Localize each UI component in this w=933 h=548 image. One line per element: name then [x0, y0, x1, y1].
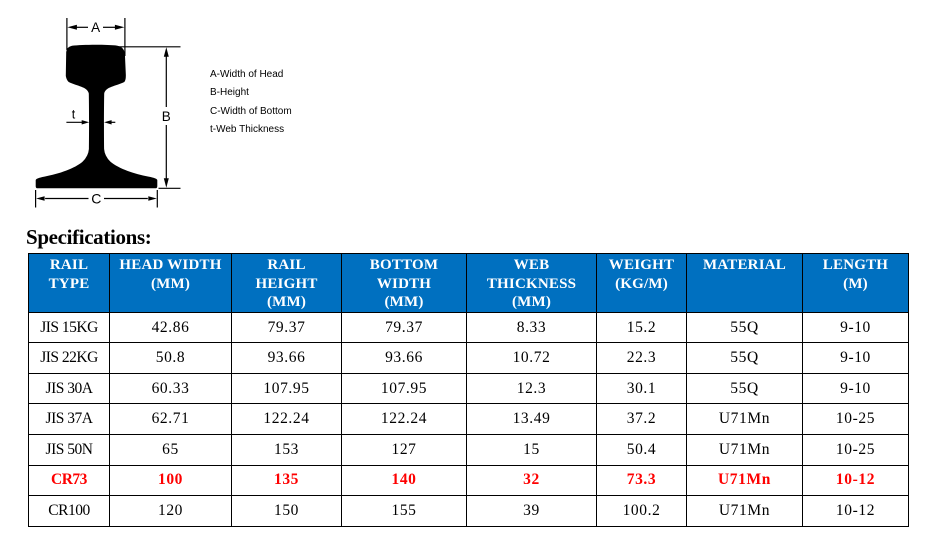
svg-text:C: C: [91, 190, 101, 206]
svg-text:t: t: [72, 108, 76, 122]
svg-text:A: A: [91, 20, 100, 35]
svg-text:B: B: [162, 109, 171, 124]
